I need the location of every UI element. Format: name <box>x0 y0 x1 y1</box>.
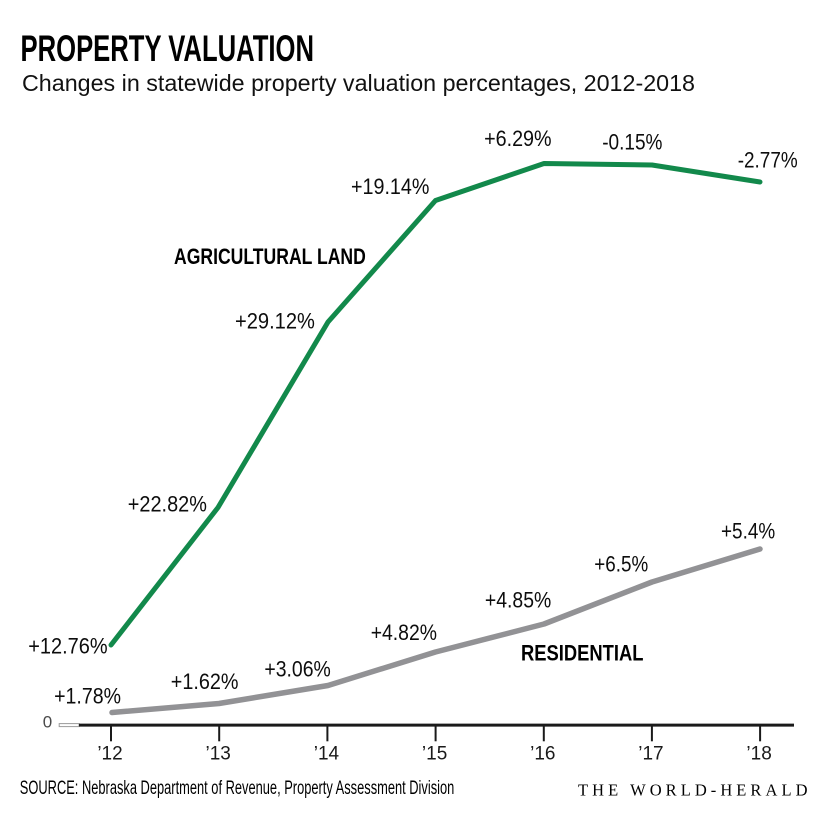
svg-text:+6.5%: +6.5% <box>594 552 648 577</box>
svg-text:AGRICULTURAL LAND: AGRICULTURAL LAND <box>174 244 366 269</box>
svg-text:+6.29%: +6.29% <box>484 126 551 151</box>
svg-text:+19.14%: +19.14% <box>351 174 429 199</box>
svg-text:+5.4%: +5.4% <box>721 519 775 544</box>
svg-text:+4.85%: +4.85% <box>485 588 551 613</box>
svg-text:+29.12%: +29.12% <box>235 309 315 334</box>
svg-text:+3.06%: +3.06% <box>264 657 330 682</box>
svg-text:’13: ’13 <box>206 744 231 765</box>
svg-text:’16: ’16 <box>530 744 555 765</box>
svg-text:’18: ’18 <box>746 744 771 765</box>
svg-text:+1.78%: +1.78% <box>54 684 121 709</box>
svg-text:+1.62%: +1.62% <box>171 669 239 694</box>
svg-text:Changes in statewide property: Changes in statewide property valuation … <box>22 70 695 96</box>
svg-text:RESIDENTIAL: RESIDENTIAL <box>521 641 644 666</box>
svg-text:’14: ’14 <box>314 744 340 765</box>
svg-text:-0.15%: -0.15% <box>602 130 662 155</box>
svg-text:+4.82%: +4.82% <box>371 620 437 645</box>
svg-text:’12: ’12 <box>97 744 122 765</box>
svg-text:+22.82%: +22.82% <box>128 492 207 517</box>
svg-text:PROPERTY VALUATION: PROPERTY VALUATION <box>21 28 315 69</box>
svg-text:0: 0 <box>43 713 52 732</box>
svg-text:SOURCE: Nebraska Department of: SOURCE: Nebraska Department of Revenue, … <box>20 778 454 799</box>
svg-text:+12.76%: +12.76% <box>28 633 107 658</box>
svg-text:’17: ’17 <box>638 744 663 765</box>
svg-text:’15: ’15 <box>422 744 447 765</box>
svg-text:-2.77%: -2.77% <box>738 147 798 172</box>
